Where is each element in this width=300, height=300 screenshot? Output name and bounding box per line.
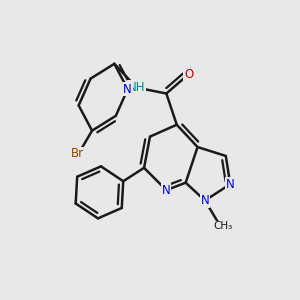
Text: N: N xyxy=(201,194,209,207)
Text: O: O xyxy=(184,68,193,81)
Text: Br: Br xyxy=(70,147,84,161)
Text: N: N xyxy=(123,82,132,96)
Text: N: N xyxy=(162,184,171,196)
Text: CH₃: CH₃ xyxy=(213,221,232,231)
Text: N: N xyxy=(226,178,235,191)
Text: NH: NH xyxy=(128,81,146,94)
